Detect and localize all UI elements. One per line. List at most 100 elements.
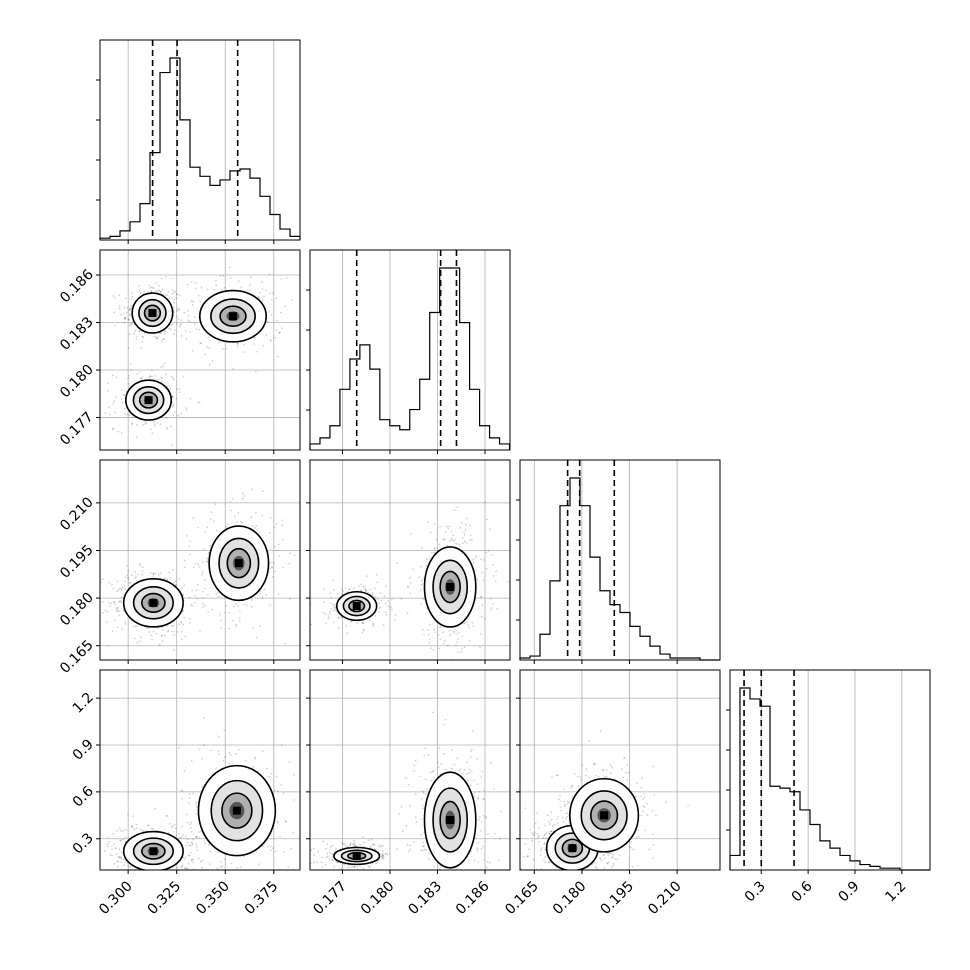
sample-point bbox=[181, 638, 183, 641]
sample-point bbox=[487, 549, 490, 552]
sample-point bbox=[442, 538, 445, 541]
sample-point bbox=[494, 580, 497, 583]
sample-point bbox=[167, 831, 170, 834]
sample-point bbox=[547, 860, 550, 863]
sample-point bbox=[120, 600, 123, 603]
contour-line bbox=[347, 851, 367, 861]
sample-point bbox=[181, 866, 184, 868]
sample-point bbox=[450, 539, 453, 541]
sample-point bbox=[172, 581, 175, 584]
sample-point bbox=[252, 766, 254, 768]
sample-point bbox=[328, 859, 331, 862]
sample-point bbox=[414, 793, 417, 796]
sample-point bbox=[596, 877, 598, 879]
sample-point bbox=[107, 389, 110, 392]
sample-point bbox=[171, 396, 174, 399]
sample-point bbox=[420, 834, 423, 836]
sample-point bbox=[216, 867, 219, 870]
sample-point bbox=[252, 525, 254, 528]
sample-point bbox=[198, 836, 201, 839]
sample-point bbox=[139, 377, 142, 380]
sample-point bbox=[181, 878, 183, 880]
sample-point bbox=[406, 612, 409, 615]
panel-frame bbox=[99, 669, 301, 871]
sample-point bbox=[127, 318, 130, 321]
sample-point bbox=[224, 858, 226, 861]
sample-point bbox=[463, 533, 466, 536]
sample-point bbox=[281, 519, 284, 522]
sample-point bbox=[420, 546, 423, 549]
sample-point bbox=[152, 378, 155, 381]
sample-point bbox=[402, 902, 404, 904]
sample-point bbox=[115, 610, 118, 612]
sample-point bbox=[581, 764, 583, 767]
sample-point bbox=[253, 343, 256, 345]
sample-point bbox=[282, 792, 285, 794]
sample-point bbox=[157, 284, 160, 287]
sample-point bbox=[366, 575, 368, 578]
sample-point bbox=[130, 876, 132, 878]
sample-point bbox=[203, 744, 205, 747]
sample-point bbox=[175, 322, 178, 325]
sample-point bbox=[190, 841, 192, 844]
sample-point bbox=[461, 536, 464, 539]
sample-point bbox=[620, 768, 623, 771]
sample-point bbox=[109, 602, 112, 605]
sample-point bbox=[228, 751, 231, 754]
sample-point bbox=[557, 798, 560, 801]
sample-point bbox=[215, 279, 217, 282]
sample-point bbox=[538, 827, 540, 830]
sample-point bbox=[171, 826, 174, 829]
sample-point bbox=[161, 640, 164, 643]
sample-point bbox=[379, 606, 382, 609]
sample-point bbox=[466, 621, 468, 623]
sample-point bbox=[141, 376, 144, 379]
sample-point bbox=[190, 604, 192, 606]
sample-point bbox=[384, 852, 387, 855]
sample-point bbox=[135, 338, 138, 341]
contour-line bbox=[143, 304, 162, 322]
sample-point bbox=[133, 828, 136, 831]
sample-point bbox=[131, 815, 134, 818]
sample-point bbox=[187, 319, 190, 322]
sample-point bbox=[546, 814, 549, 817]
sample-point bbox=[266, 767, 269, 770]
sample-point bbox=[160, 290, 162, 293]
density-peak bbox=[232, 806, 241, 815]
sample-point bbox=[107, 836, 110, 839]
sample-point bbox=[200, 342, 202, 345]
sample-point bbox=[469, 750, 472, 753]
sample-point bbox=[206, 594, 209, 596]
sample-point bbox=[361, 631, 364, 634]
sample-point bbox=[612, 864, 615, 867]
sample-point bbox=[107, 644, 109, 647]
sample-point bbox=[367, 591, 369, 594]
sample-point bbox=[117, 855, 120, 858]
sample-point bbox=[164, 876, 166, 878]
sample-point bbox=[148, 284, 151, 287]
sample-point bbox=[190, 858, 193, 860]
y-tick-label: 0.186 bbox=[57, 266, 97, 306]
sample-point bbox=[191, 843, 194, 846]
sample-point bbox=[271, 566, 274, 569]
sample-point bbox=[211, 608, 214, 611]
sample-point bbox=[113, 619, 116, 622]
sample-point bbox=[593, 762, 596, 765]
sample-point bbox=[425, 849, 428, 852]
sample-point bbox=[180, 319, 183, 322]
sample-point bbox=[597, 876, 599, 878]
sample-point bbox=[651, 857, 654, 859]
sample-point bbox=[469, 784, 472, 787]
sample-point bbox=[623, 757, 625, 760]
sample-point bbox=[479, 558, 482, 560]
sample-point bbox=[413, 840, 415, 843]
sample-point bbox=[412, 568, 414, 571]
sample-point bbox=[86, 854, 88, 856]
sample-point bbox=[173, 301, 176, 304]
sample-point bbox=[122, 829, 125, 832]
sample-point bbox=[307, 800, 309, 802]
sample-point bbox=[227, 762, 230, 765]
sample-point bbox=[123, 318, 126, 320]
sample-point bbox=[539, 854, 542, 857]
sample-point bbox=[472, 879, 474, 881]
